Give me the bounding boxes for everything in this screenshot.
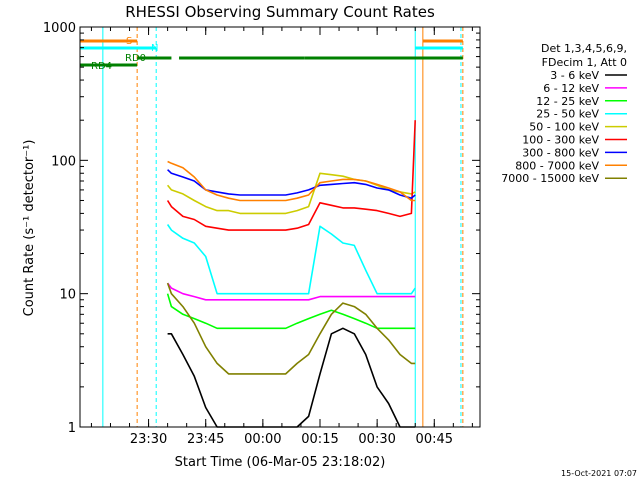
plot-frame: [79, 26, 481, 428]
flag-band-label-rd0: RD0: [125, 53, 146, 64]
flag-band-label-s: S: [126, 36, 132, 47]
chart-marks: S N RD0 RD4: [80, 27, 464, 428]
flag-band-label-n: N: [151, 43, 158, 54]
x-tick-label-4: 00:30: [358, 432, 395, 447]
series-line-5: [166, 120, 416, 231]
x-tick-label-0: 23:30: [130, 432, 167, 447]
series-line-7: [167, 160, 416, 202]
timestamp: 15-Oct-2021 07:07: [561, 469, 637, 478]
series-line-4: [166, 172, 416, 215]
y-axis-label: Count Rate (s⁻¹ detector⁻¹): [22, 140, 37, 317]
legend-label-7: 800 - 7000 keV: [515, 159, 599, 172]
chart-title: RHESSI Observing Summary Count Rates: [125, 3, 435, 21]
legend-label-8: 7000 - 15000 keV: [501, 172, 599, 185]
y-tick-label-1: 10: [59, 288, 76, 303]
y-tick-label-2: 100: [51, 154, 76, 169]
legend-label-2: 12 - 25 keV: [536, 95, 599, 108]
x-axis-label: Start Time (06-Mar-05 23:18:02): [175, 455, 386, 470]
axes: 1 10 100 1000 23:30 23:45 00:00 00:15 00:30 00:45: [43, 21, 481, 447]
x-tick-label-3: 00:15: [301, 432, 338, 447]
legend-header-line2: FDecim 1, Att 0: [542, 56, 627, 69]
legend-label-0: 3 - 6 keV: [550, 69, 599, 82]
y-tick-label-3: 1000: [43, 21, 76, 36]
legend-label-6: 300 - 800 keV: [522, 146, 599, 159]
y-tick-label-0: 1: [68, 421, 76, 436]
legend-header-line1: Det 1,3,4,5,6,9,: [541, 42, 627, 55]
x-tick-label-5: 00:45: [416, 432, 453, 447]
series-line-1: [166, 282, 416, 301]
flag-band-label-rd4: RD4: [91, 61, 112, 72]
legend-label-3: 25 - 50 keV: [536, 108, 599, 121]
series-line-8: [166, 282, 416, 375]
legend-label-1: 6 - 12 keV: [543, 82, 599, 95]
legend-label-4: 50 - 100 keV: [529, 121, 599, 134]
legend-label-5: 100 - 300 keV: [522, 134, 599, 147]
series-line-3: [166, 224, 416, 295]
series-line-2: [166, 293, 416, 330]
x-tick-label-2: 00:00: [244, 432, 281, 447]
x-tick-label-1: 23:45: [187, 432, 224, 447]
